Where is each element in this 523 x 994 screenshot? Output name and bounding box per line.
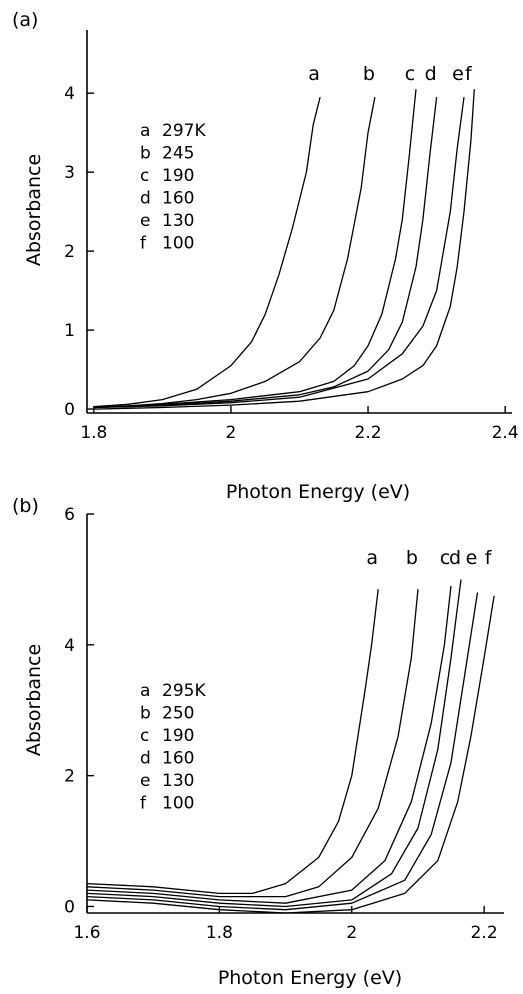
series-tag-b: b (363, 63, 375, 85)
y-tick-label: 4 (64, 636, 75, 656)
legend-label: 100 (162, 794, 194, 814)
chart-panel-b: (b) 1.6 1.8 2 2.2 0 2 4 6 Photon Energy (eV) Absor… (12, 495, 504, 989)
legend-letter: d (140, 749, 151, 769)
series-line-d (93, 97, 438, 409)
y-tick-label: 0 (64, 897, 75, 917)
series-tag-e: e (466, 547, 478, 569)
series-tag-b: b (406, 547, 418, 569)
series-line-a (86, 589, 379, 895)
series-line-a (93, 96, 321, 408)
legend-label: 297K (162, 121, 206, 141)
series-line-f (86, 595, 495, 914)
legend-label: 160 (162, 749, 194, 769)
legend-label: 190 (162, 166, 194, 186)
y-axis-title: Absorbance (23, 154, 45, 266)
chart-panel-a: (a) 1.8 2 2.2 2.4 0 1 2 3 4 Photon Energy (eV) Abso… (12, 9, 519, 503)
x-tick-label: 2.4 (492, 423, 519, 443)
legend-letter: b (140, 704, 151, 724)
series-line-e (86, 592, 479, 911)
series-line-c (86, 585, 452, 904)
legend-letter: f (140, 234, 147, 254)
series-line-b (93, 96, 376, 409)
legend-label: 130 (162, 211, 194, 231)
series-tag-e: e (452, 63, 464, 85)
series-tag-a: a (308, 63, 320, 85)
x-axis-title: Photon Energy (eV) (226, 481, 410, 503)
legend-label: 245 (162, 144, 194, 164)
legend-letter: c (140, 166, 149, 186)
series-line-b (86, 589, 419, 898)
x-tick-label: 1.8 (80, 423, 107, 443)
legend-letter: e (140, 771, 150, 791)
legend-letter: c (140, 726, 149, 746)
y-tick-label: 3 (64, 163, 75, 183)
y-tick-label: 4 (64, 84, 75, 104)
legend-letter: d (140, 189, 151, 209)
series-tag-a: a (366, 547, 378, 569)
series-line-d (86, 579, 462, 908)
y-axis-title: Absorbance (23, 644, 45, 756)
legend-label: 250 (162, 704, 194, 724)
y-tick-label: 6 (64, 505, 75, 525)
legend-label: 160 (162, 189, 194, 209)
x-tick-label: 2 (226, 423, 237, 443)
series-line-f (93, 89, 475, 410)
series-tag-f: f (465, 63, 473, 85)
legend-letter: e (140, 211, 150, 231)
legend-letter: b (140, 144, 151, 164)
series-tag-c: c (440, 547, 450, 569)
series-tag-d: d (425, 63, 437, 85)
legend-label: 130 (162, 771, 194, 791)
series-tag-d: d (449, 547, 461, 569)
x-tick-label: 2.2 (355, 423, 382, 443)
panel-label: (a) (12, 9, 38, 31)
series-tag-c: c (405, 63, 415, 85)
legend-label: 100 (162, 234, 194, 254)
panel-label: (b) (12, 495, 39, 517)
series-tag-f: f (485, 547, 493, 569)
y-tick-label: 0 (64, 400, 75, 420)
y-tick-label: 1 (64, 321, 75, 341)
legend-letter: f (140, 794, 147, 814)
series-line-e (93, 97, 465, 409)
series-line-c (93, 89, 417, 409)
y-tick-label: 2 (64, 242, 75, 262)
legend-label: 295K (162, 681, 206, 701)
legend-letter: a (140, 121, 150, 141)
x-tick-label: 2.2 (471, 923, 498, 943)
legend-label: 190 (162, 726, 194, 746)
legend-letter: a (140, 681, 150, 701)
x-axis-title: Photon Energy (eV) (218, 967, 402, 989)
x-tick-label: 2 (346, 923, 357, 943)
y-tick-label: 2 (64, 767, 75, 787)
x-tick-label: 1.6 (73, 923, 100, 943)
x-tick-label: 1.8 (206, 923, 233, 943)
